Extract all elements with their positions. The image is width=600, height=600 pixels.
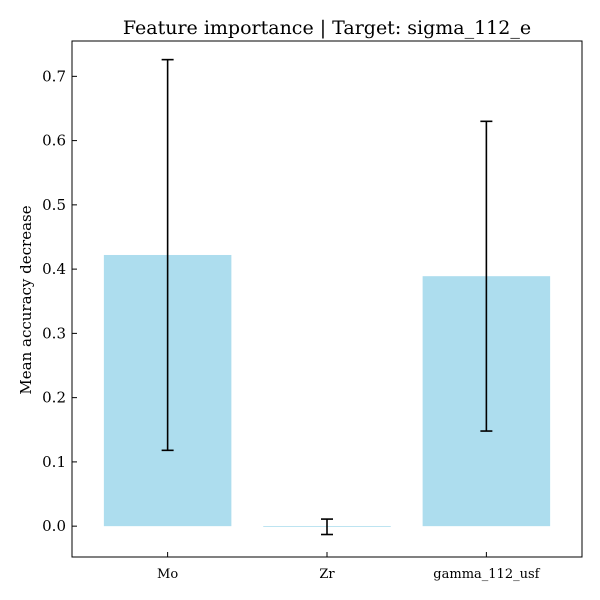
chart-title: Feature importance | Target: sigma_112_e xyxy=(123,17,531,39)
y-tick-label: 0.3 xyxy=(42,324,66,342)
y-tick-label: 0.2 xyxy=(42,389,66,407)
y-tick-label: 0.0 xyxy=(42,517,66,535)
y-tick-label: 0.6 xyxy=(42,132,66,150)
y-tick-label: 0.4 xyxy=(42,260,66,278)
y-tick-label: 0.5 xyxy=(42,196,66,214)
y-tick-label: 0.1 xyxy=(42,453,66,471)
x-tick-label: Mo xyxy=(157,567,178,582)
axes-frame xyxy=(71,40,583,558)
y-axis-label: Mean accuracy decrease xyxy=(17,205,35,394)
x-tick-label: Zr xyxy=(319,567,335,582)
plot-area: 0.0 0.1 0.2 0.3 0.4 0.5 0.6 0.7 Mo Zr gamma_112_us… xyxy=(42,58,551,582)
y-tick-label: 0.7 xyxy=(42,67,66,85)
x-tick-label: gamma_112_usf xyxy=(433,567,540,582)
